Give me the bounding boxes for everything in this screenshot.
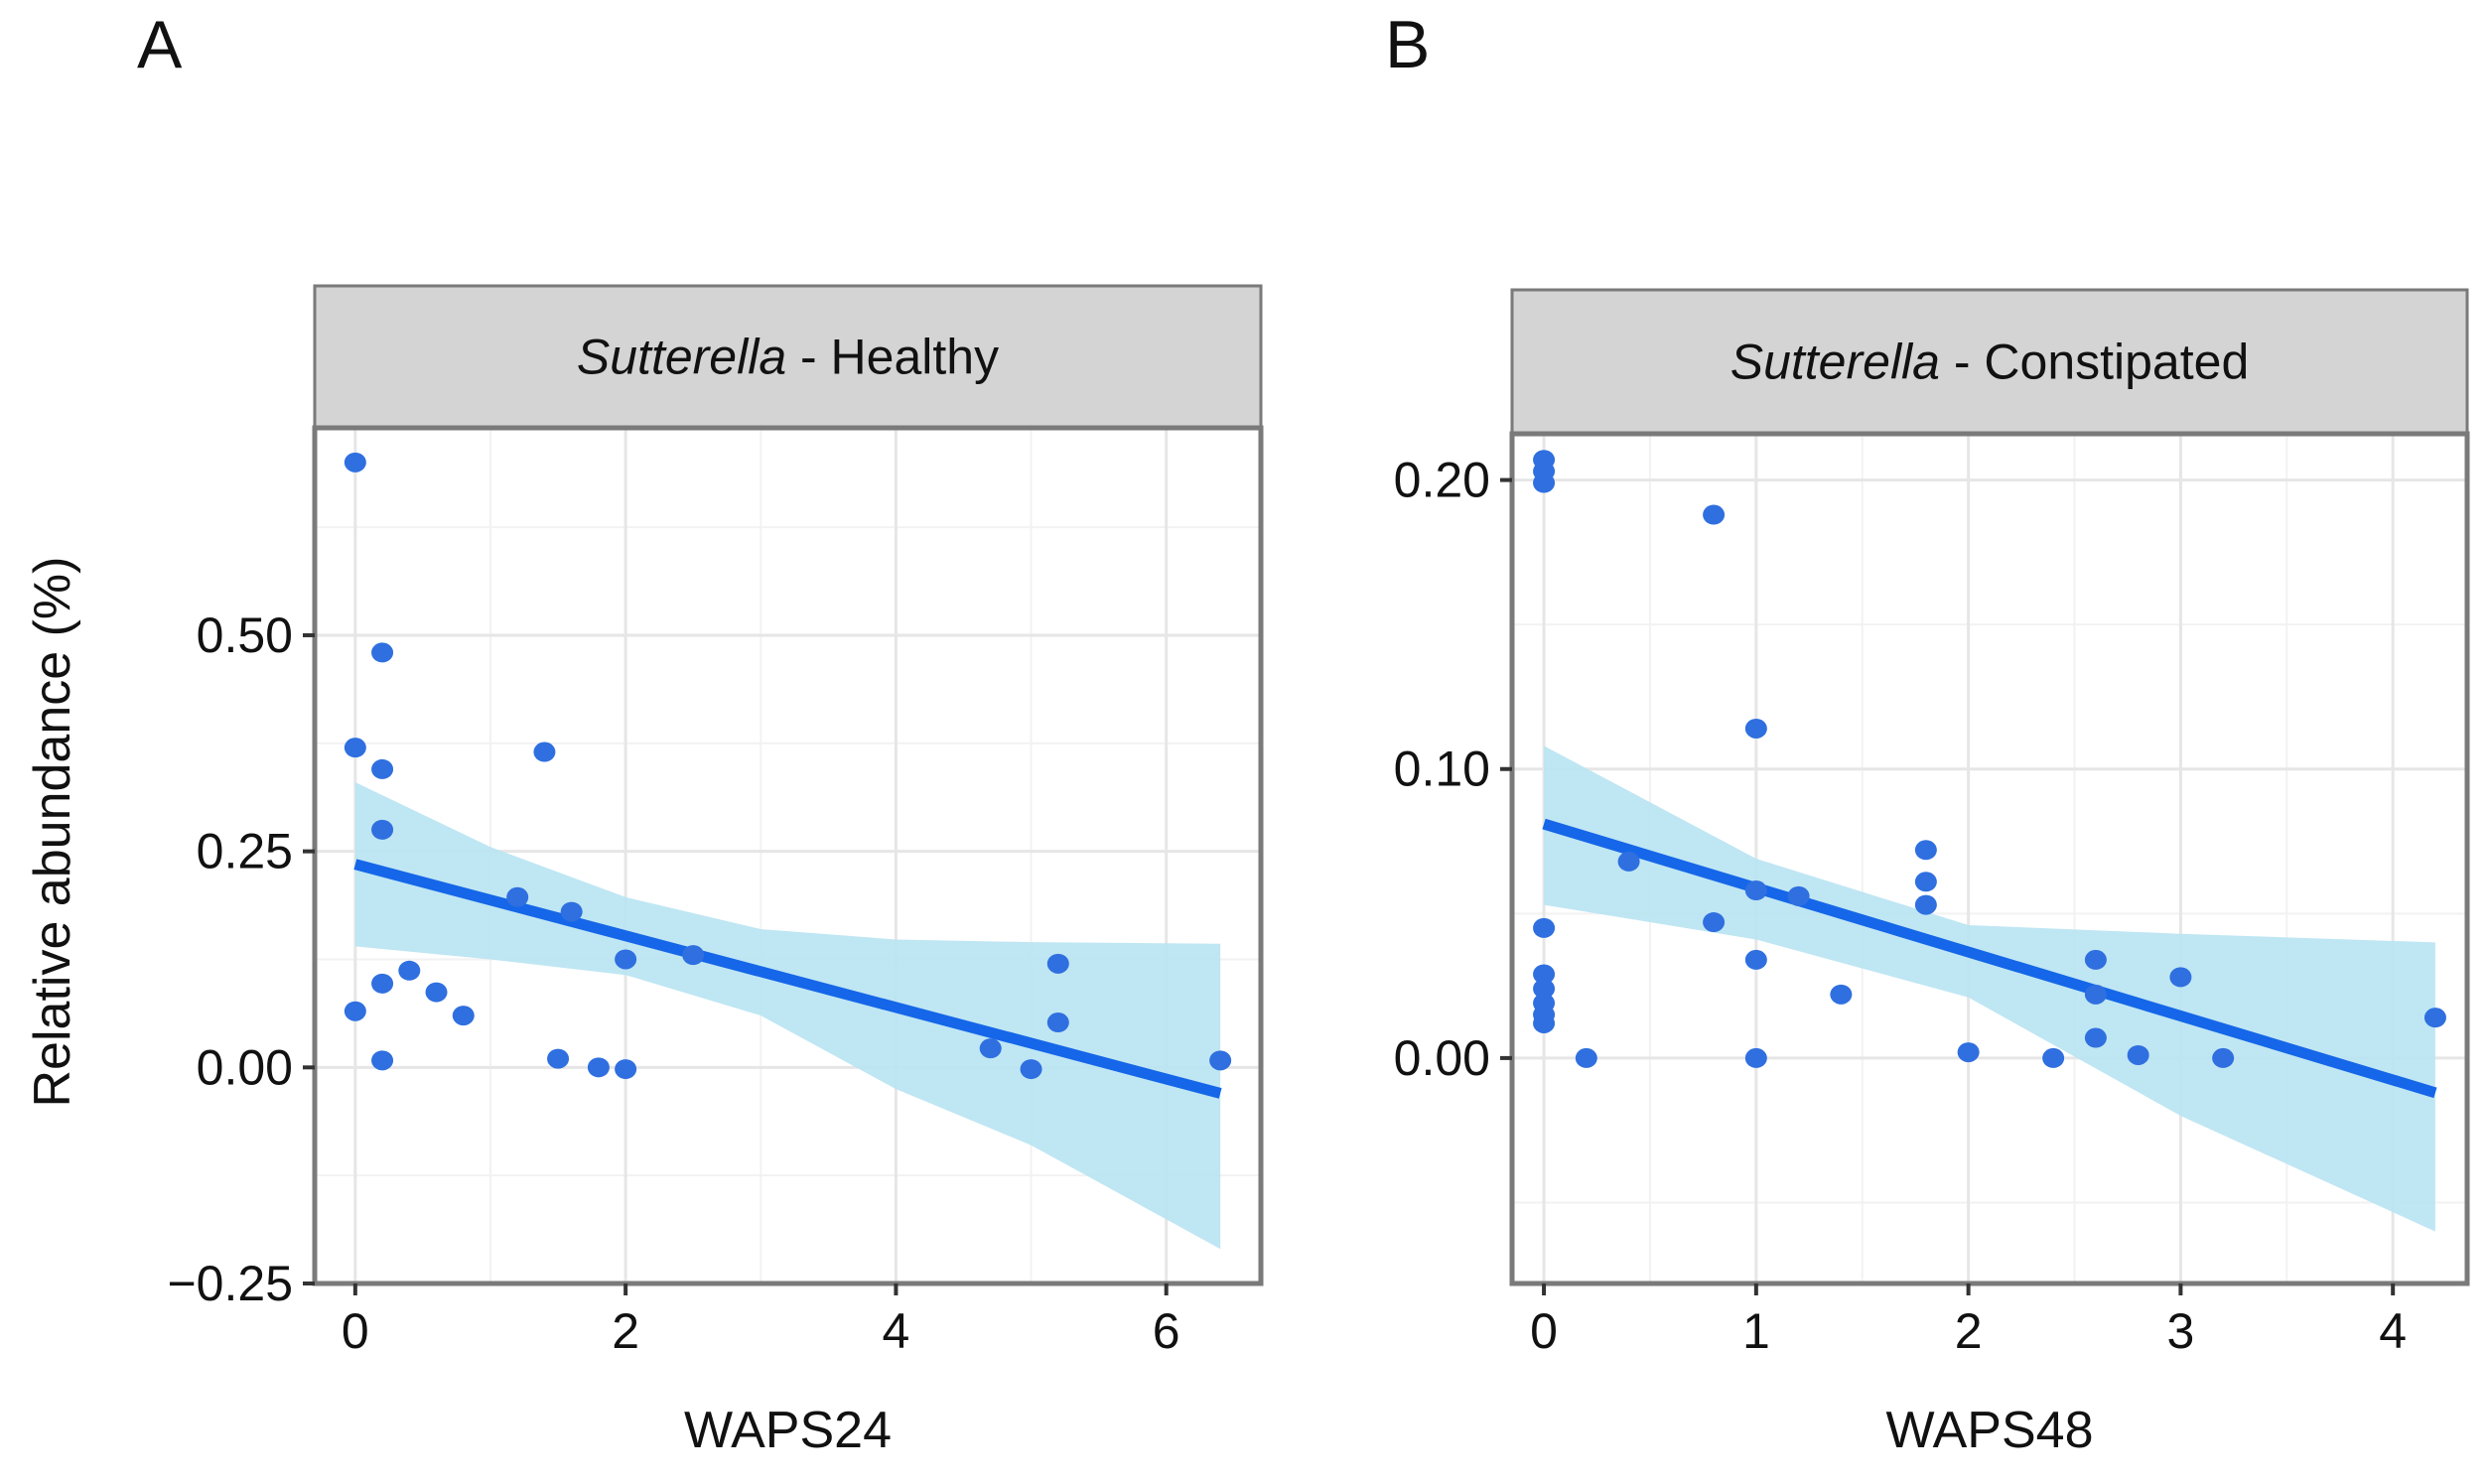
- data-point: [506, 886, 529, 907]
- x-tick-label: 2: [1955, 1303, 1983, 1359]
- data-point: [1533, 1012, 1556, 1033]
- data-point: [344, 738, 366, 758]
- data-point: [1046, 1012, 1069, 1033]
- panel-label-a: A: [137, 7, 183, 82]
- data-point: [425, 982, 448, 1003]
- facet-group: - Constipated: [1940, 335, 2249, 390]
- x-tick-label: 6: [1153, 1303, 1180, 1359]
- data-point: [1046, 953, 1069, 974]
- regression-line: [353, 859, 1222, 1099]
- data-point: [2212, 1047, 2235, 1068]
- data-point: [2084, 1027, 2107, 1048]
- x-tick-label: 0: [342, 1303, 369, 1359]
- facet-genus: Sutterella: [1730, 335, 1940, 390]
- plot-frame: [1509, 431, 2470, 1286]
- x-tick-label: 3: [2166, 1303, 2194, 1359]
- y-tick-label: 0.25: [197, 824, 293, 879]
- data-point: [587, 1057, 610, 1078]
- y-tick-label: −0.25: [167, 1256, 293, 1311]
- data-point: [2423, 1008, 2446, 1028]
- data-point: [1744, 949, 1767, 970]
- data-point: [398, 960, 421, 981]
- data-point: [2084, 949, 2107, 970]
- data-point: [2127, 1044, 2149, 1065]
- data-point: [1914, 840, 1937, 861]
- data-point: [615, 1059, 637, 1080]
- data-point: [615, 949, 637, 970]
- data-point: [1209, 1050, 1232, 1071]
- data-point: [1533, 917, 1556, 938]
- data-point: [2042, 1047, 2065, 1068]
- data-point: [371, 758, 394, 779]
- data-point: [1703, 912, 1726, 933]
- panel-label-b: B: [1385, 7, 1430, 82]
- data-point: [2169, 967, 2192, 988]
- data-point: [371, 642, 394, 663]
- x-tick-label: 4: [2379, 1303, 2407, 1359]
- panel-a: Sutterella - Healthy 0 2 4 6 −0.25 0.00 0.25 0.5…: [167, 284, 1264, 1459]
- data-point: [2084, 984, 2107, 1005]
- confidence-band: [1544, 745, 2435, 1232]
- data-point: [1533, 979, 1556, 1000]
- data-point: [1617, 851, 1640, 872]
- data-point: [682, 945, 705, 966]
- data-point: [1830, 984, 1853, 1005]
- facet-genus: Sutterella: [577, 330, 786, 385]
- y-axis-title: Relative abundance (%): [24, 557, 81, 1108]
- y-tick-label: 0.00: [1394, 1030, 1490, 1086]
- data-point: [1744, 718, 1767, 739]
- data-point: [560, 901, 583, 922]
- data-point: [1703, 504, 1726, 525]
- data-point: [533, 742, 556, 762]
- data-point: [452, 1006, 475, 1026]
- data-point: [1957, 1042, 1980, 1063]
- plot-frame: [312, 425, 1264, 1286]
- data-point: [344, 1001, 366, 1021]
- confidence-band: [354, 782, 1221, 1250]
- data-point: [547, 1048, 570, 1069]
- data-point: [1533, 964, 1556, 985]
- facet-strip-label: Sutterella - Healthy: [577, 330, 999, 385]
- x-axis-title: WAPS24: [684, 1402, 892, 1459]
- facet-strip: [313, 284, 1263, 430]
- facet-strip-label: Sutterella - Constipated: [1730, 335, 2250, 390]
- regression-line: [1542, 818, 2437, 1099]
- x-tick-label: 4: [883, 1303, 910, 1359]
- y-tick-label: 0.10: [1394, 742, 1490, 797]
- data-point: [1575, 1047, 1597, 1068]
- data-point: [979, 1038, 1002, 1059]
- data-point: [1744, 1047, 1767, 1068]
- y-tick-label: 0.00: [197, 1039, 293, 1095]
- data-point: [371, 1050, 394, 1071]
- x-tick-label: 2: [612, 1303, 639, 1359]
- x-tick-label: 0: [1530, 1303, 1558, 1359]
- x-tick-label: 1: [1742, 1303, 1770, 1359]
- data-point: [1020, 1059, 1042, 1080]
- x-axis-title: WAPS48: [1885, 1402, 2093, 1459]
- data-point: [371, 973, 394, 994]
- data-point: [1914, 872, 1937, 892]
- panel-b: Sutterella - Constipated 0 1 2 3 4 0.00 0.10 0.2…: [1394, 288, 2470, 1459]
- data-point: [371, 819, 394, 840]
- y-tick-label: 0.20: [1394, 453, 1490, 508]
- data-point: [1533, 472, 1556, 493]
- facet-group: - Healthy: [786, 330, 999, 385]
- data-point: [344, 452, 366, 472]
- y-tick-label: 0.50: [197, 607, 293, 663]
- data-point: [1914, 894, 1937, 915]
- data-point: [1744, 880, 1767, 901]
- data-point: [1787, 885, 1810, 906]
